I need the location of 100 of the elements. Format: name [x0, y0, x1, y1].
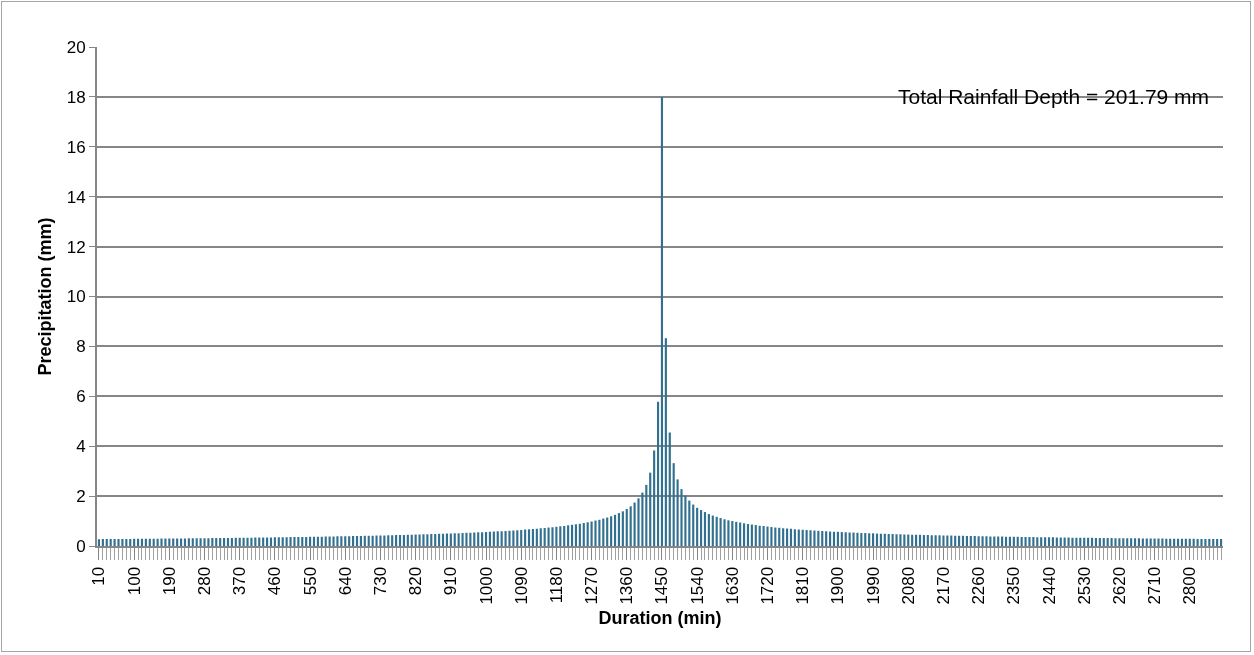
bar: [195, 538, 198, 546]
bar: [508, 530, 511, 546]
bar: [324, 536, 327, 546]
x-tick-label: 460: [265, 566, 285, 596]
x-tick-label: 2260: [969, 566, 989, 605]
bar: [860, 533, 863, 546]
bar: [766, 526, 769, 546]
bar: [430, 534, 433, 546]
bar: [938, 535, 941, 546]
bar: [711, 515, 714, 546]
bar: [699, 510, 703, 546]
bar: [977, 536, 980, 546]
bar: [672, 463, 675, 546]
bar: [101, 539, 104, 546]
bar: [1114, 538, 1117, 546]
bar: [539, 528, 542, 546]
bar: [629, 506, 632, 546]
bar: [594, 520, 597, 546]
bar: [707, 514, 710, 546]
bar: [97, 539, 101, 546]
bar: [492, 531, 495, 546]
bar: [402, 535, 405, 546]
x-tick-label: 2530: [1074, 566, 1094, 605]
bar: [328, 536, 331, 546]
bar: [1098, 538, 1101, 546]
bar: [856, 532, 859, 546]
bar: [246, 537, 249, 546]
bar: [336, 536, 339, 546]
bar: [203, 538, 206, 546]
bar: [438, 533, 441, 546]
bar: [598, 519, 601, 546]
bar: [434, 534, 437, 546]
y-tick-label: 0: [76, 536, 86, 556]
x-tick-label: 2080: [898, 566, 918, 605]
bar: [191, 538, 194, 546]
bar: [426, 534, 429, 546]
bar: [1051, 537, 1054, 546]
bar: [610, 516, 613, 546]
bar: [586, 522, 589, 546]
bar: [1212, 539, 1215, 546]
bar: [602, 518, 605, 546]
bar: [129, 539, 132, 546]
bar: [739, 522, 742, 546]
bar: [352, 536, 355, 546]
bar: [958, 535, 961, 546]
bar: [801, 529, 804, 546]
bar: [969, 536, 972, 546]
x-tick-label: 1540: [687, 566, 707, 605]
bar: [488, 531, 491, 546]
bar: [1044, 537, 1047, 546]
bar: [367, 535, 370, 546]
bar: [582, 523, 585, 546]
x-tick-label: 100: [124, 566, 144, 596]
bar: [1004, 536, 1008, 546]
bar: [1028, 537, 1031, 546]
x-tick-label: 2800: [1180, 566, 1200, 605]
bar: [774, 527, 777, 546]
bar: [199, 538, 202, 546]
y-tick-label: 14: [66, 187, 86, 207]
bar: [418, 534, 421, 546]
bar: [668, 432, 671, 546]
bar: [942, 535, 945, 546]
bar: [836, 531, 839, 546]
bar: [371, 535, 374, 546]
x-tick-label: 910: [441, 566, 461, 596]
bar: [1126, 538, 1129, 546]
x-tick-label: 1810: [793, 566, 813, 605]
bar: [590, 521, 593, 546]
bar: [872, 533, 875, 546]
bar: [1110, 538, 1113, 546]
y-axis-title: Precipitation (mm): [35, 217, 56, 376]
x-tick-label: 640: [335, 566, 355, 596]
bar: [516, 530, 519, 546]
annotation: Total Rainfall Depth = 201.79 mm: [898, 85, 1210, 108]
bar: [1036, 537, 1039, 546]
bar: [1047, 537, 1051, 546]
bar: [117, 539, 120, 546]
bar: [813, 530, 816, 546]
bar: [309, 536, 312, 546]
bar: [578, 523, 581, 546]
bar: [359, 536, 362, 546]
bar: [778, 527, 781, 546]
bar: [754, 525, 757, 546]
bar: [606, 517, 609, 546]
bar: [1208, 539, 1211, 546]
bar: [891, 534, 894, 546]
bar: [281, 537, 284, 546]
bar: [125, 539, 128, 546]
bar: [825, 531, 828, 546]
x-tick-label: 2620: [1109, 566, 1129, 605]
bar: [484, 532, 488, 546]
bar: [1102, 538, 1105, 546]
bar: [355, 536, 359, 546]
bar: [621, 511, 624, 546]
x-tick-label: 370: [230, 566, 250, 596]
bar: [1122, 538, 1125, 546]
bar: [289, 537, 292, 546]
bar: [895, 534, 898, 546]
bar: [441, 533, 445, 546]
bar: [1008, 536, 1011, 546]
